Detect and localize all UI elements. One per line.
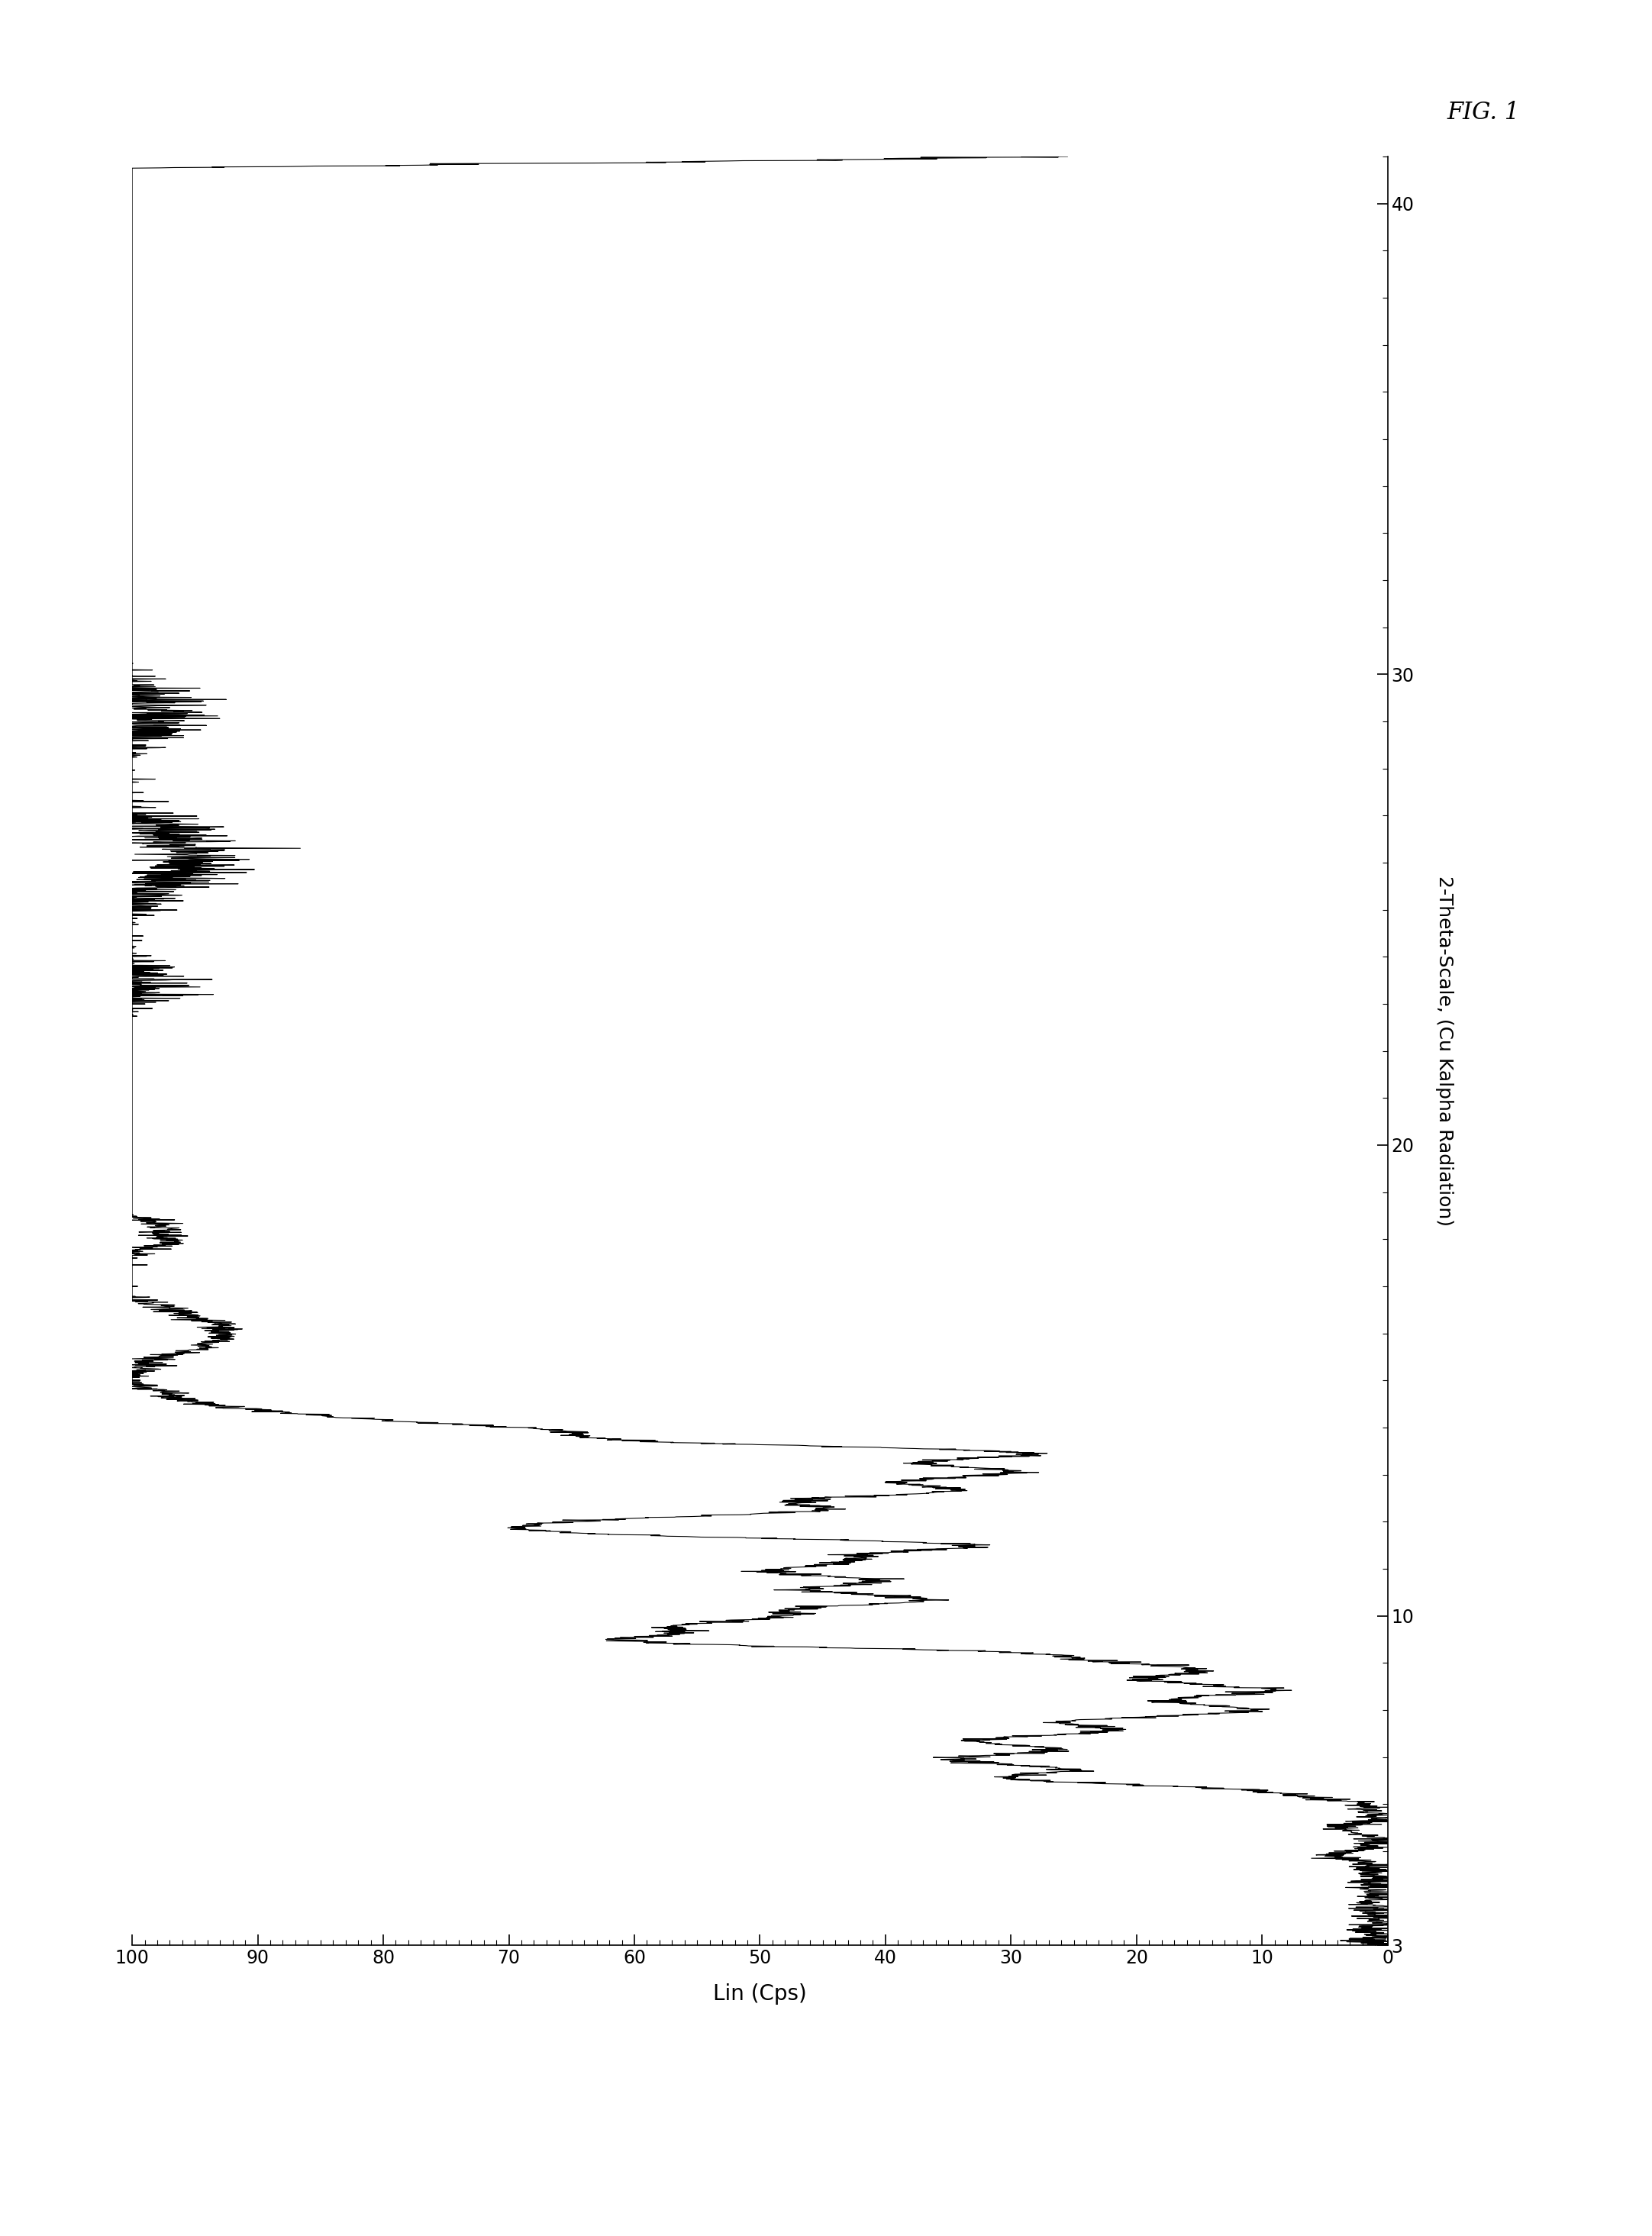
Text: FIG. 1: FIG. 1 bbox=[1447, 101, 1520, 125]
X-axis label: Lin (Cps): Lin (Cps) bbox=[714, 1983, 806, 2006]
Y-axis label: 2-Theta-Scale, (Cu Kalpha Radiation): 2-Theta-Scale, (Cu Kalpha Radiation) bbox=[1436, 877, 1454, 1225]
